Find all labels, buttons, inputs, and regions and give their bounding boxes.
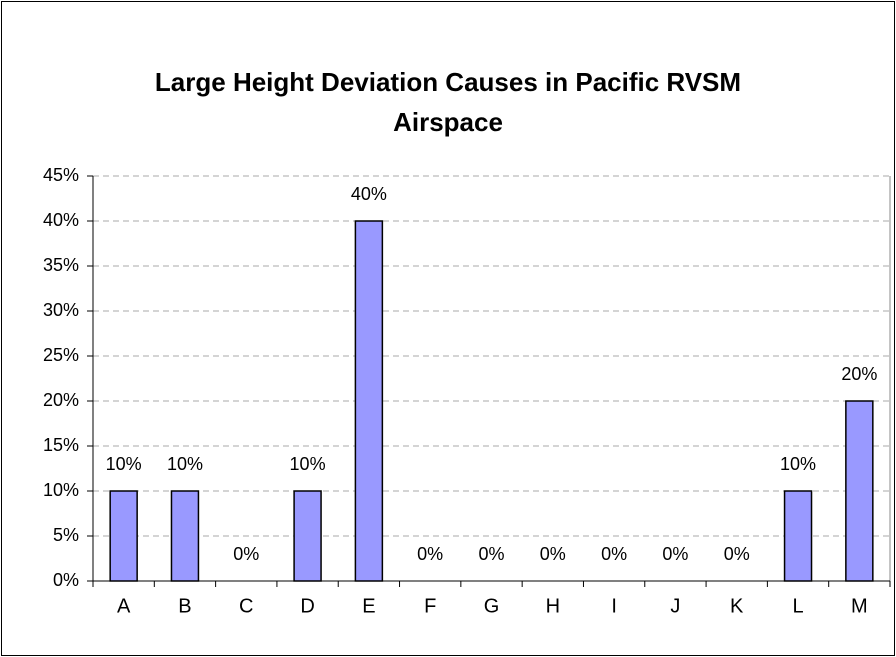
bar: [354, 220, 384, 582]
data-label: 0%: [724, 544, 750, 564]
bar: [170, 490, 200, 582]
y-tick-label: 0%: [53, 570, 79, 590]
data-label: 20%: [841, 364, 877, 384]
data-label: 40%: [351, 184, 387, 204]
y-tick-label: 40%: [43, 210, 79, 230]
y-tick-label: 45%: [43, 165, 79, 185]
x-tick-label: C: [239, 595, 253, 617]
x-tick-label: E: [362, 595, 375, 617]
x-tick-label: D: [300, 595, 314, 617]
bar: [109, 490, 138, 582]
data-label: 10%: [167, 454, 203, 474]
x-tick-label: J: [670, 595, 680, 617]
x-tick-label: G: [484, 595, 500, 617]
x-tick-label: M: [851, 595, 868, 617]
data-label: 0%: [662, 544, 688, 564]
y-tick-label: 15%: [43, 435, 79, 455]
y-tick-label: 20%: [43, 390, 79, 410]
y-tick-label: 25%: [43, 345, 79, 365]
y-tick-label: 10%: [43, 480, 79, 500]
data-label: 0%: [417, 544, 443, 564]
bar: [293, 490, 322, 582]
bar: [845, 400, 874, 582]
bar: [783, 490, 813, 582]
y-tick-label: 5%: [53, 525, 79, 545]
data-label: 10%: [106, 454, 142, 474]
x-tick-label: B: [178, 595, 191, 617]
y-tick-label: 30%: [43, 300, 79, 320]
chart-title: Large Height Deviation Causes in Pacific…: [154, 67, 742, 137]
x-tick-label: A: [117, 595, 131, 617]
x-tick-label: H: [546, 595, 560, 617]
x-tick-label: F: [424, 595, 436, 617]
data-label: 0%: [540, 544, 566, 564]
data-label: 10%: [780, 454, 816, 474]
x-tick-label: I: [611, 595, 617, 617]
x-tick-label: K: [730, 595, 744, 617]
data-label: 10%: [290, 454, 326, 474]
data-label: 0%: [233, 544, 259, 564]
x-tick-label: L: [792, 595, 803, 617]
data-label: 0%: [601, 544, 627, 564]
data-label: 0%: [478, 544, 504, 564]
y-tick-label: 35%: [43, 255, 79, 275]
